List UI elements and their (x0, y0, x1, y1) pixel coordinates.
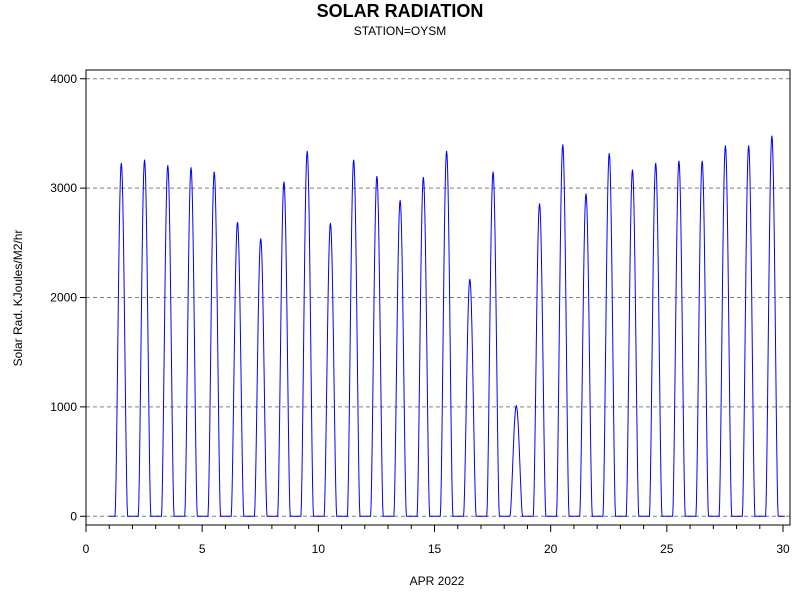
y-tick-label: 4000 (50, 72, 77, 86)
y-axis-label: Solar Rad. KJoules/M2/hr (11, 230, 25, 367)
x-tick-label: 20 (544, 542, 558, 556)
x-tick-label: 25 (660, 542, 674, 556)
chart-subtitle: STATION=OYSM (354, 24, 447, 38)
y-tick-label: 3000 (50, 181, 77, 195)
chart-title: SOLAR RADIATION (317, 1, 484, 21)
x-axis: 0 5 10 15 20 25 30 (83, 525, 790, 556)
x-tick-label: 5 (199, 542, 206, 556)
x-tick-label: 30 (776, 542, 790, 556)
x-tick-label: 10 (312, 542, 326, 556)
y-axis: 0 1000 2000 3000 4000 (50, 72, 86, 523)
x-tick-label: 15 (428, 542, 442, 556)
y-tick-label: 2000 (50, 291, 77, 305)
y-tick-label: 1000 (50, 400, 77, 414)
y-tick-label: 0 (70, 509, 77, 523)
solar-radiation-series-line (109, 135, 785, 517)
grid-lines (86, 78, 790, 517)
x-tick-label: 0 (83, 542, 90, 556)
x-axis-label: APR 2022 (410, 574, 465, 588)
